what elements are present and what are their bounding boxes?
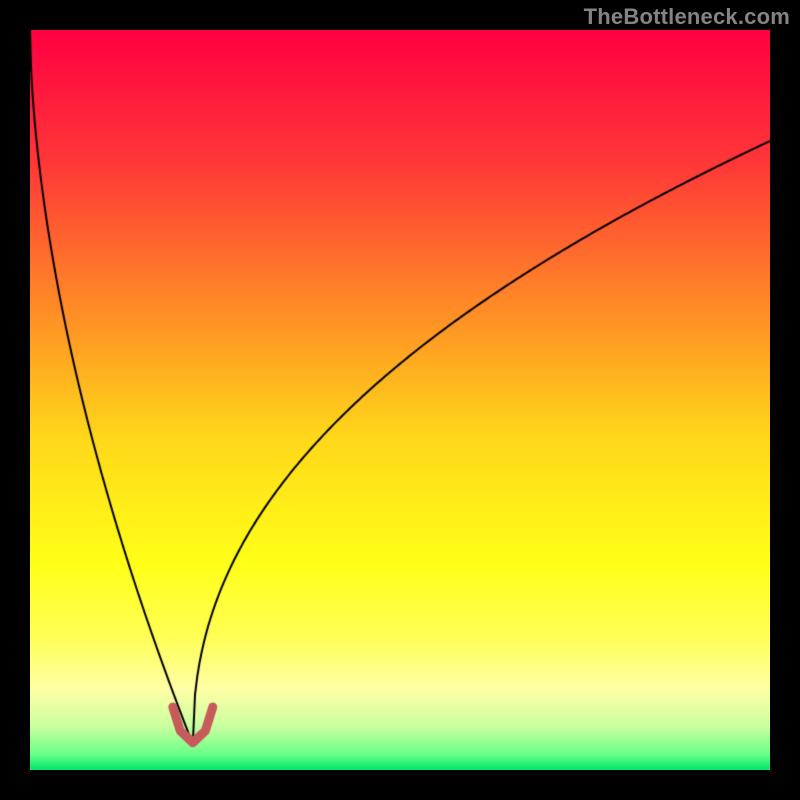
watermark-text: TheBottleneck.com	[584, 4, 790, 30]
chart-frame: TheBottleneck.com	[0, 0, 800, 800]
bottleneck-curve-chart	[30, 30, 770, 770]
